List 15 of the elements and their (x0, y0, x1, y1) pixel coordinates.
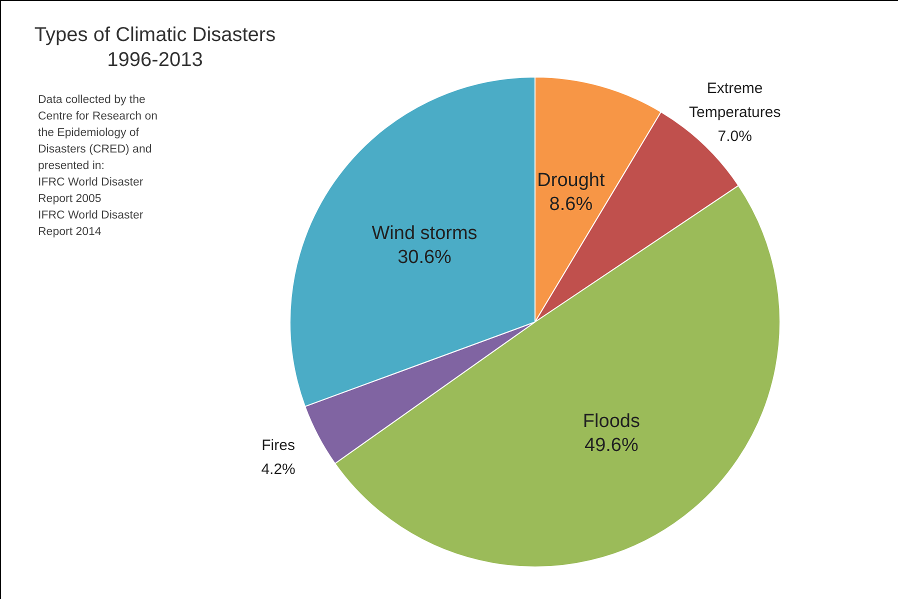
text: Data collected by the Centre for Research on the Epidemiology of Disasters (CRED) and presented in: (38, 94, 158, 172)
slice-label: Extreme Temperatures (688, 80, 781, 121)
slice-label: Floods (582, 410, 640, 432)
data-label: 30.6% (398, 246, 452, 268)
data-label: 8.6% (549, 194, 593, 216)
text: IFRC World Disaster Report 2005 (38, 176, 144, 205)
slice-label: Fires (262, 436, 295, 454)
text: IFRC World Disaster Report 2014 (38, 210, 144, 238)
data-label: 49.6% (584, 434, 638, 456)
slice-label: Drought (537, 170, 606, 192)
slice-label: Wind storms (372, 222, 478, 244)
chart-subtitle: 1996-2013 (107, 49, 203, 71)
data-label: 7.0% (718, 128, 752, 145)
data-label: 4.2% (261, 460, 296, 478)
chart-title: Types of Climatic Disasters (34, 24, 276, 46)
